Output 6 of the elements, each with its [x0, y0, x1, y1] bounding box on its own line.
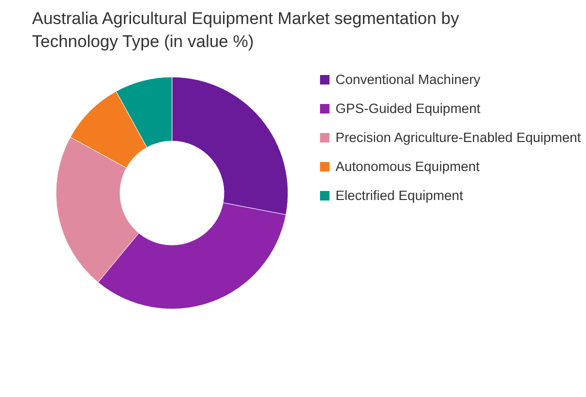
legend-label: Electrified Equipment	[336, 188, 464, 203]
legend-label: GPS-Guided Equipment	[336, 100, 481, 116]
legend-label: Conventional Machinery	[336, 72, 481, 87]
legend-label: Autonomous Equipment	[336, 158, 480, 174]
chart-title: Australia Agricultural Equipment Market segmentation by Technology Type (in value %)	[32, 9, 460, 51]
legend-label: Precision Agriculture-Enabled Equipment	[336, 130, 582, 145]
